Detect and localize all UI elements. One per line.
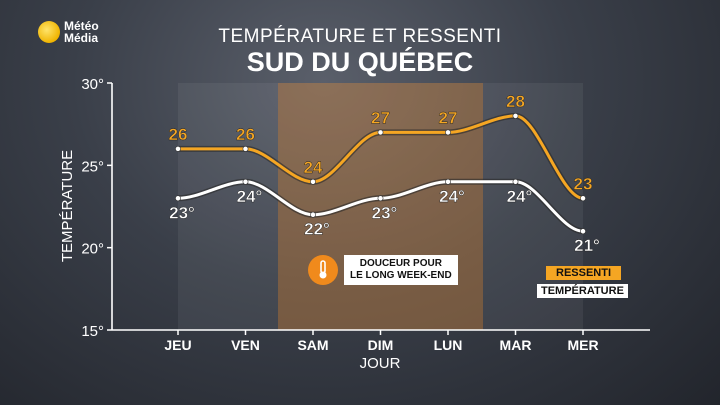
legend-ressenti: RESSENTI [546, 266, 622, 280]
data-label-ressenti: 23 [574, 174, 593, 193]
thermometer-icon [308, 255, 338, 285]
data-point-ressenti [377, 129, 384, 136]
data-point-temperature [580, 228, 586, 235]
data-label-ressenti: 24 [304, 158, 323, 177]
x-tick-label: DIM [368, 337, 394, 353]
y-axis-label: TEMPÉRATURE [59, 150, 76, 262]
data-label-temperature: 24° [439, 187, 465, 206]
data-point-temperature [512, 178, 519, 185]
x-axis-label: JOUR [360, 355, 401, 372]
data-point-temperature [310, 211, 316, 218]
x-tick-label: MAR [500, 337, 532, 353]
data-point-temperature [377, 195, 384, 202]
plot-area [178, 83, 583, 330]
data-label-temperature: 21° [574, 236, 600, 255]
y-tick-label: 25° [81, 158, 104, 175]
data-label-ressenti: 26 [169, 125, 188, 144]
data-label-temperature: 24° [507, 187, 533, 206]
data-point-ressenti [580, 195, 586, 202]
y-tick-label: 20° [81, 241, 104, 258]
sun-logo-icon [38, 21, 60, 43]
logo-text: Météo Média [64, 19, 99, 45]
legend-temperature: TEMPÉRATURE [537, 284, 628, 298]
x-tick-label: LUN [434, 337, 463, 353]
x-tick-label: JEU [164, 337, 191, 353]
badge-text: DOUCEUR POUR LE LONG WEEK-END [344, 255, 458, 285]
data-point-ressenti [175, 145, 181, 152]
data-label-temperature: 23° [372, 203, 398, 222]
data-point-temperature [175, 195, 181, 202]
x-tick-label: SAM [297, 337, 328, 353]
data-label-temperature: 23° [169, 203, 195, 222]
chart-title: SUD DU QUÉBEC [246, 47, 474, 77]
chart-subtitle: TEMPÉRATURE ET RESSENTI [218, 26, 502, 47]
x-tick-label: MER [567, 337, 598, 353]
y-tick-label: 15° [81, 323, 104, 340]
data-label-ressenti: 27 [371, 108, 390, 127]
data-label-temperature: 24° [237, 187, 263, 206]
data-label-ressenti: 28 [506, 92, 525, 111]
data-point-temperature [445, 178, 451, 185]
data-point-temperature [242, 178, 249, 185]
data-point-ressenti [445, 129, 451, 136]
data-point-ressenti [512, 113, 519, 119]
meteomedia-logo: Météo Média [38, 20, 99, 44]
data-point-ressenti [242, 145, 249, 152]
data-label-ressenti: 27 [439, 108, 458, 127]
data-label-ressenti: 26 [236, 125, 255, 144]
data-label-temperature: 22° [304, 220, 330, 239]
data-point-ressenti [310, 178, 316, 185]
x-tick-label: VEN [231, 337, 260, 353]
y-tick-label: 30° [81, 76, 104, 93]
weekend-highlight-band [278, 83, 483, 330]
weekend-badge: DOUCEUR POUR LE LONG WEEK-END [308, 255, 458, 285]
